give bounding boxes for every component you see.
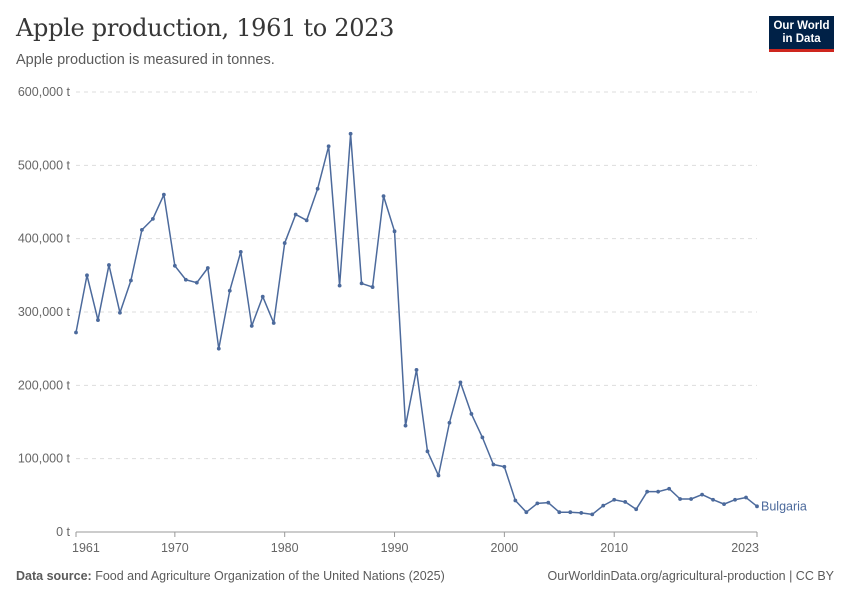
data-point[interactable] [326,144,331,149]
data-point[interactable] [447,420,452,425]
data-point[interactable] [85,273,89,278]
data-point[interactable] [425,449,430,454]
source-text[interactable]: Food and Agriculture Organization of the… [95,569,445,583]
data-point[interactable] [568,510,573,515]
data-point[interactable] [722,502,726,507]
data-point[interactable] [623,500,628,504]
footer-url[interactable]: OurWorldinData.org/agricultural-producti… [547,569,834,583]
data-point[interactable] [74,330,78,335]
y-axis: 0 t 100,000 t 200,000 t 300,000 t 400,000 t 5… [18,85,71,539]
data-point[interactable] [216,346,221,351]
data-point[interactable] [656,489,661,494]
data-point[interactable] [96,318,100,322]
x-tick-label: 1961 [72,541,100,555]
data-point[interactable] [535,501,540,506]
data-point[interactable] [381,194,386,199]
data-point[interactable] [260,294,265,299]
data-point[interactable] [524,510,529,515]
data-point[interactable] [557,510,562,515]
data-point[interactable] [469,412,474,416]
data-point[interactable] [205,266,210,270]
data-point[interactable] [634,507,639,512]
data-point[interactable] [129,278,133,283]
y-tick-label: 400,000 t [18,232,71,246]
x-tick-label: 1970 [161,541,189,555]
data-point[interactable] [579,511,584,515]
data-point[interactable] [436,473,441,478]
data-point[interactable] [293,212,298,217]
data-point[interactable] [667,486,672,491]
data-point[interactable] [315,186,320,191]
data-point[interactable] [403,423,408,428]
series-layer [74,131,759,517]
y-tick-label: 100,000 t [18,452,71,466]
data-point[interactable] [194,280,199,285]
y-tick-label: 600,000 t [18,85,71,99]
data-point[interactable] [392,229,397,234]
data-point[interactable] [678,497,683,501]
grid-layer [76,91,757,460]
data-point[interactable] [238,249,243,254]
data-point[interactable] [359,281,364,286]
data-point[interactable] [282,241,287,245]
chart-subtitle: Apple production is measured in tonnes. [16,52,275,68]
data-point[interactable] [645,489,650,494]
data-point[interactable] [172,263,177,268]
data-point[interactable] [150,216,155,221]
data-point[interactable] [601,503,606,508]
data-point[interactable] [689,497,693,501]
data-point[interactable] [183,277,188,282]
chart-title: Apple production, 1961 to 2023 [16,14,395,42]
data-point[interactable] [612,497,617,502]
data-point[interactable] [590,512,595,517]
data-point[interactable] [711,497,715,502]
series-line-bulgaria[interactable] [75,133,758,516]
data-point[interactable] [458,380,463,385]
data-point[interactable] [370,285,375,289]
data-point[interactable] [337,283,342,288]
y-tick-label: 300,000 t [18,305,71,319]
data-point[interactable] [502,464,507,469]
data-point[interactable] [744,495,748,500]
data-point[interactable] [546,500,551,505]
data-point[interactable] [755,504,759,509]
x-tick-label: 2000 [490,541,518,555]
owid-logo[interactable]: Our World in Data [769,16,834,52]
data-point[interactable] [513,498,518,503]
data-point[interactable] [348,131,353,136]
x-tick-label: 1980 [271,541,299,555]
footer-source: Data source: Food and Agriculture Organi… [16,569,445,583]
y-tick-label: 500,000 t [18,158,71,172]
x-tick-label: 2010 [600,541,628,555]
data-point[interactable] [304,218,309,223]
data-point[interactable] [118,310,122,315]
legend-label-bulgaria[interactable]: Bulgaria [761,499,807,513]
data-point[interactable] [249,324,254,328]
y-tick-label: 200,000 t [18,378,71,392]
data-point[interactable] [227,288,232,293]
y-tick-label: 0 t [56,525,70,539]
data-point[interactable] [491,462,496,467]
series-legend: Bulgaria [761,499,807,513]
data-point[interactable] [480,435,485,440]
x-axis: 1961 1970 1980 1990 2000 2010 2023 [72,531,759,555]
data-point[interactable] [700,492,704,497]
data-point[interactable] [140,227,144,232]
data-point[interactable] [414,368,419,372]
data-point[interactable] [271,321,276,325]
data-point[interactable] [107,263,111,267]
logo-line-2: in Data [782,33,821,45]
logo-line-1: Our World [773,20,830,32]
source-label: Data source: [16,569,92,583]
x-tick-label: 1990 [381,541,409,555]
data-point[interactable] [161,192,166,197]
x-tick-label: 2023 [731,541,759,555]
data-point[interactable] [733,497,737,502]
